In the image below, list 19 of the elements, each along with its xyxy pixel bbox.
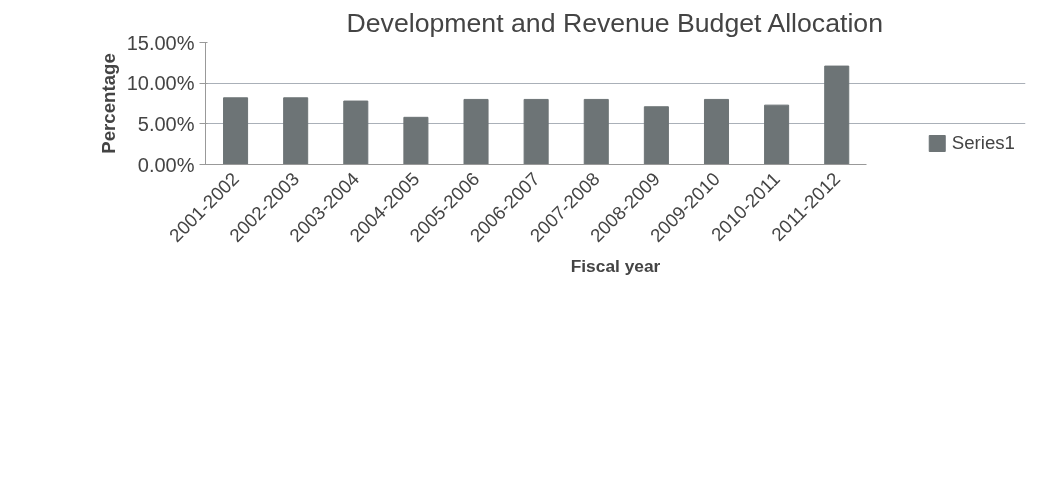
bar bbox=[403, 116, 429, 165]
y-tick-label: 0.00% bbox=[137, 153, 195, 176]
bar bbox=[223, 97, 249, 165]
bar bbox=[583, 98, 609, 165]
y-tick-label: 15.00% bbox=[126, 31, 195, 54]
bar bbox=[703, 98, 730, 165]
bar bbox=[764, 104, 790, 165]
bar bbox=[463, 98, 489, 165]
bar bbox=[523, 98, 549, 165]
bar bbox=[343, 100, 369, 165]
bar bbox=[824, 65, 850, 165]
y-axis-title: Percentage bbox=[97, 53, 119, 154]
legend-label: Series1 bbox=[951, 132, 1015, 154]
chart-title: Development and Revenue Budget Allocation bbox=[346, 7, 883, 38]
x-axis-title: Fiscal year bbox=[570, 255, 661, 276]
y-tick-label: 5.00% bbox=[137, 112, 195, 135]
bar bbox=[643, 106, 669, 165]
bar bbox=[283, 97, 309, 165]
y-tick-label: 10.00% bbox=[126, 72, 195, 95]
